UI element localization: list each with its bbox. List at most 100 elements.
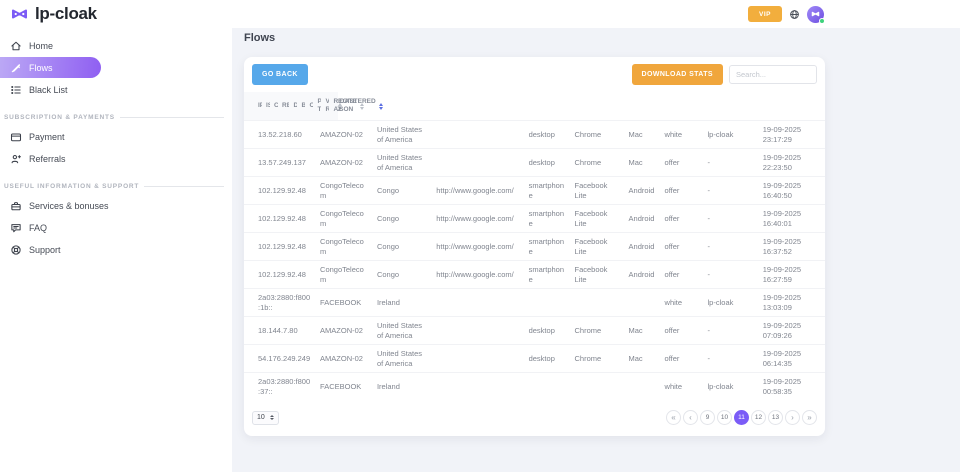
cell-referer: http://www.google.com/: [432, 176, 525, 205]
pagination-page-9[interactable]: 9: [700, 410, 715, 425]
brand-logo[interactable]: lp-cloak: [10, 4, 97, 24]
column-header-device[interactable]: Device: [289, 92, 325, 120]
cell-validate-reason: lp-cloak: [703, 120, 759, 149]
pagination-next-button[interactable]: ›: [785, 410, 800, 425]
cell-browser: Chrome: [570, 316, 625, 345]
cell-ip: 2a03:2880:f800:1b::: [244, 288, 317, 317]
cell-country: Congo: [372, 176, 433, 205]
sidebar-item-home[interactable]: Home: [0, 35, 232, 56]
cell-isp: CongoTelecom: [316, 176, 373, 205]
flows-icon: [10, 62, 22, 74]
cell-ocs: Android: [624, 204, 661, 233]
table-row: 54.176.249.249 AMAZON-02 United States of …: [244, 344, 825, 373]
cell-ip: 102.129.92.48: [244, 232, 317, 261]
sidebar-item-label: Referrals: [29, 153, 66, 164]
column-header-registered-at[interactable]: Registered At: [329, 92, 383, 120]
cell-referer: http://www.google.com/: [432, 204, 525, 233]
cell-registered-at: 19-09-2025 23:17:29: [758, 120, 825, 149]
cell-ip: 102.129.92.48: [244, 176, 317, 205]
pagination-page-11[interactable]: 11: [734, 410, 749, 425]
cell-browser: [570, 372, 625, 400]
cell-browser: [570, 288, 625, 317]
cell-page-type: offer: [660, 148, 704, 177]
cell-registered-at: 19-09-2025 06:14:35: [758, 344, 825, 373]
cell-ocs: Android: [624, 260, 661, 289]
pagination-page-13[interactable]: 13: [768, 410, 783, 425]
faq-icon: [10, 222, 22, 234]
sidebar-item-label: Support: [29, 244, 61, 255]
cell-validate-reason: lp-cloak: [703, 372, 759, 400]
cell-browser: Facebook Lite: [570, 204, 625, 233]
cell-page-type: white: [660, 372, 704, 400]
column-header-country[interactable]: Country: [270, 92, 313, 120]
table-body: 13.52.218.60 AMAZON-02 United States of Am…: [244, 120, 825, 400]
search-input[interactable]: [729, 65, 817, 84]
pagination-last-button[interactable]: »: [802, 410, 817, 425]
cell-registered-at: 19-09-2025 16:37:52: [758, 232, 825, 261]
cell-isp: AMAZON-02: [316, 148, 373, 177]
column-header-validate-reason[interactable]: Validate Reason: [321, 92, 364, 120]
sidebar-item-payment[interactable]: Payment: [0, 126, 232, 147]
page-size-select[interactable]: 10: [252, 410, 279, 425]
cell-ocs: Mac: [624, 316, 661, 345]
sidebar-item-flows[interactable]: Flows: [0, 57, 101, 78]
column-label: Registered At: [333, 98, 376, 113]
cell-device: smartphone: [524, 204, 571, 233]
pagination-prev-button[interactable]: ‹: [683, 410, 698, 425]
main-content: Flows GO BACK DOWNLOAD STATS IPISPCountr…: [232, 28, 960, 472]
cell-validate-reason: -: [703, 176, 759, 205]
sidebar-item-label: FAQ: [29, 222, 48, 233]
globe-icon[interactable]: [789, 9, 800, 20]
go-back-button[interactable]: GO BACK: [252, 64, 308, 85]
card-toolbar: GO BACK DOWNLOAD STATS: [244, 64, 825, 85]
cell-isp: CongoTelecom: [316, 232, 373, 261]
user-avatar[interactable]: [807, 5, 825, 24]
cell-ocs: Android: [624, 176, 661, 205]
cell-ocs: Android: [624, 232, 661, 261]
column-header-ocs[interactable]: OCS: [305, 92, 331, 120]
cell-device: smartphone: [524, 176, 571, 205]
vip-button[interactable]: VIP: [748, 6, 782, 22]
table-row: 102.129.92.48 CongoTelecom Congo http://www…: [244, 204, 825, 233]
cell-ip: 102.129.92.48: [244, 260, 317, 289]
sidebar-section-label: Useful information & support: [4, 183, 224, 190]
sidebar-item-support[interactable]: Support: [0, 239, 232, 260]
cell-page-type: offer: [660, 176, 704, 205]
pagination-page-12[interactable]: 12: [751, 410, 766, 425]
column-header-browser[interactable]: Browser: [297, 92, 343, 120]
cell-browser: Chrome: [570, 148, 625, 177]
sidebar-item-faq[interactable]: FAQ: [0, 217, 232, 238]
flows-card: GO BACK DOWNLOAD STATS IPISPCountryRefer…: [244, 57, 825, 436]
top-bar: lp-cloak VIP: [0, 0, 960, 28]
column-header-ip[interactable]: IP: [244, 92, 272, 120]
sidebar-item-label: Services & bonuses: [29, 200, 109, 211]
cell-ip: 13.57.249.137: [244, 148, 317, 177]
table-row: 102.129.92.48 CongoTelecom Congo http://www…: [244, 232, 825, 261]
cell-isp: FACEBOOK: [316, 288, 373, 317]
cell-device: smartphone: [524, 232, 571, 261]
column-header-page-type[interactable]: Page Type: [313, 92, 343, 120]
cell-validate-reason: -: [703, 344, 759, 373]
cell-ocs: Mac: [624, 120, 661, 149]
download-stats-button[interactable]: DOWNLOAD STATS: [631, 64, 723, 85]
sidebar-item-black-list[interactable]: Black List: [0, 79, 232, 100]
cell-ocs: [624, 288, 661, 317]
cell-referer: [432, 288, 525, 317]
cell-page-type: white: [660, 120, 704, 149]
cell-validate-reason: -: [703, 316, 759, 345]
cell-isp: AMAZON-02: [316, 316, 373, 345]
cell-registered-at: 19-09-2025 16:40:01: [758, 204, 825, 233]
cell-country: Congo: [372, 204, 433, 233]
column-header-isp[interactable]: ISP: [262, 92, 284, 120]
pagination-page-10[interactable]: 10: [717, 410, 732, 425]
home-icon: [10, 40, 22, 52]
avatar-mask-icon: [811, 10, 820, 18]
pagination-first-button[interactable]: «: [666, 410, 681, 425]
sidebar-item-services-bonuses[interactable]: Services & bonuses: [0, 195, 232, 216]
column-header-referer[interactable]: Referer: [278, 92, 321, 120]
sidebar-item-referrals[interactable]: Referrals: [0, 148, 232, 169]
cell-referer: [432, 372, 525, 400]
table-row: 13.52.218.60 AMAZON-02 United States of Am…: [244, 120, 825, 149]
cell-registered-at: 19-09-2025 13:03:09: [758, 288, 825, 317]
cell-referer: [432, 120, 525, 149]
